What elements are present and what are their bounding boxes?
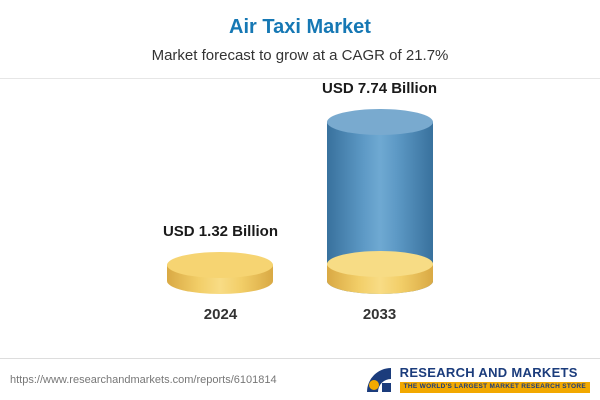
chart-subtitle: Market forecast to grow at a CAGR of 21.… xyxy=(151,47,449,64)
bar-group-2024: USD 1.32 Billion 2024 xyxy=(163,223,278,323)
chart-title: Air Taxi Market xyxy=(229,16,371,38)
bar-category-label-2024: 2024 xyxy=(203,306,238,323)
source-url-link[interactable]: https://www.researchandmarkets.com/repor… xyxy=(10,373,277,386)
header-divider xyxy=(0,78,600,79)
research-and-markets-logo-icon xyxy=(366,367,391,392)
chart-header: Air Taxi Market Market forecast to grow … xyxy=(0,0,600,79)
logo-name: RESEARCH AND MARKETS xyxy=(399,365,578,381)
bar-group-2033: USD 7.74 Billion 2033 xyxy=(322,80,437,323)
footer: https://www.researchandmarkets.com/repor… xyxy=(0,358,600,400)
bar-cylinder-top-2024 xyxy=(167,252,274,278)
bar-value-label-2033: USD 7.74 Billion xyxy=(322,80,438,97)
logo-text-block: RESEARCH AND MARKETS THE WORLD'S LARGEST… xyxy=(399,365,590,393)
bar-chart: USD 1.32 Billion 2024 USD 7.74 Billion 2… xyxy=(0,80,600,323)
bar-cylinder-top-2033 xyxy=(326,109,433,135)
bar-value-label-2024: USD 1.32 Billion xyxy=(162,223,278,240)
bar-cylinder-yellow-base-2033 xyxy=(326,251,433,294)
bar-category-label-2033: 2033 xyxy=(362,306,397,323)
bar-cylinder-2033 xyxy=(326,109,433,294)
research-and-markets-logo[interactable]: RESEARCH AND MARKETS THE WORLD'S LARGEST… xyxy=(364,365,590,395)
logo-tagline: THE WORLD'S LARGEST MARKET RESEARCH STOR… xyxy=(399,382,590,393)
bar-cylinder-2024 xyxy=(167,252,274,294)
